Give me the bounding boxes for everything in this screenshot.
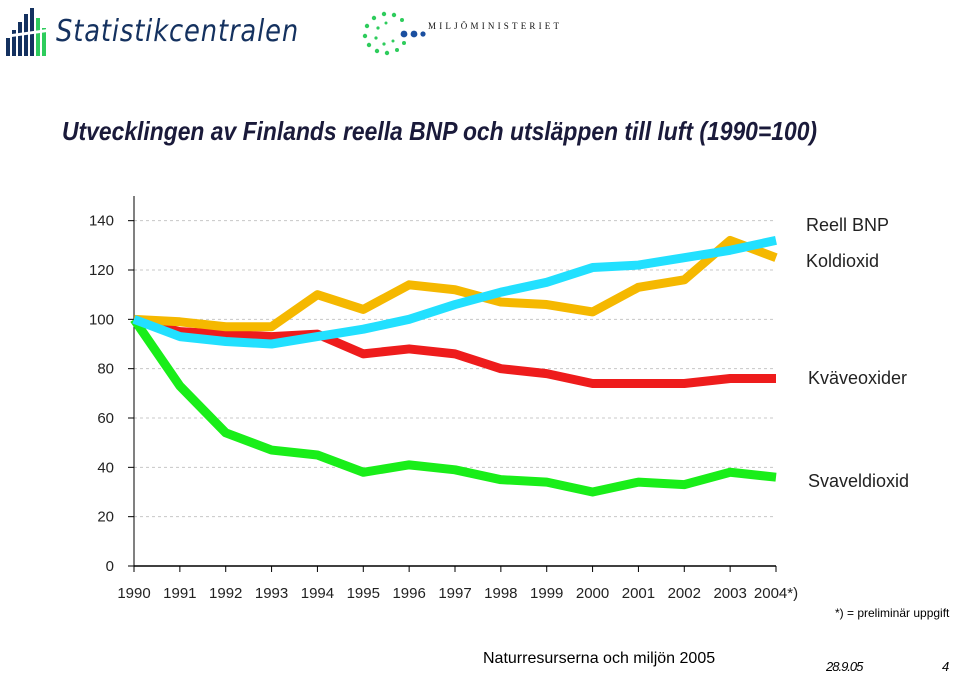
x-tick-label: 2003 xyxy=(713,585,746,602)
footer-page-number: 4 xyxy=(942,659,950,674)
y-tick-label: 100 xyxy=(89,311,114,328)
x-tick-label: 2004*) xyxy=(754,585,798,602)
x-tick-label: 1996 xyxy=(392,585,425,602)
bar-logo-icon xyxy=(4,8,49,56)
x-tick-label: 1993 xyxy=(255,585,288,602)
x-tick-label: 2001 xyxy=(622,585,655,602)
chart-axes xyxy=(128,196,777,572)
y-tick-label: 60 xyxy=(97,410,114,427)
chart-gridlines xyxy=(134,220,776,518)
series-line-svaveldioxid xyxy=(130,316,777,497)
miljoministeriet-logo: MILJÖMINISTERIET xyxy=(356,8,586,58)
chart-series xyxy=(130,235,778,497)
x-tick-label: 1998 xyxy=(484,585,517,602)
series-line-kväveoxider xyxy=(132,314,776,388)
statistikcentralen-logo: Statistikcentralen xyxy=(4,8,304,58)
y-tick-label: 0 xyxy=(106,558,114,575)
x-tick-label: 1995 xyxy=(347,585,380,602)
series-line-reell-bnp xyxy=(133,235,778,332)
x-tick-label: 2002 xyxy=(668,585,701,602)
x-tick-label: 1999 xyxy=(530,585,563,602)
y-tick-label: 80 xyxy=(97,361,114,378)
legend-label-reell-bnp: Reell BNP xyxy=(806,215,889,235)
series-line-koldioxid xyxy=(132,236,777,349)
miljoministeriet-logo-text: MILJÖMINISTERIET xyxy=(428,21,563,31)
chart-title: Utvecklingen av Finlands reella BNP och … xyxy=(62,116,818,146)
x-tick-label: 1994 xyxy=(301,585,334,602)
x-tick-label: 2000 xyxy=(576,585,609,602)
x-tick-label: 1997 xyxy=(438,585,471,602)
chart-legend: Reell BNP Koldioxid Kväveoxider Svaveldioxi… xyxy=(806,215,909,491)
footer-date: 28.9.05 xyxy=(826,659,863,674)
footer-source: Naturresurserna och miljön 2005 xyxy=(483,650,716,667)
statistikcentralen-logo-text: Statistikcentralen xyxy=(56,14,300,49)
y-tick-label: 140 xyxy=(89,213,114,230)
y-tick-label: 20 xyxy=(97,509,114,526)
legend-label-koldioxid: Koldioxid xyxy=(806,251,879,271)
legend-label-svaveldioxid: Svaveldioxid xyxy=(808,471,909,491)
y-tick-label: 40 xyxy=(97,459,114,476)
dotted-circle-logo-icon xyxy=(362,11,426,56)
x-tick-label: 1990 xyxy=(117,585,150,602)
x-tick-label: 1991 xyxy=(163,585,196,602)
x-axis-tick-labels: 1990 1991 1992 1993 1994 1995 1996 1997 1998 1999… xyxy=(117,585,798,602)
y-axis-tick-labels: 0 20 40 60 80 100 120 140 xyxy=(89,213,114,575)
preliminary-footnote: *) = preliminär uppgift xyxy=(835,606,950,620)
legend-label-kväveoxider: Kväveoxider xyxy=(808,368,907,388)
y-tick-label: 120 xyxy=(89,262,114,279)
x-tick-label: 1992 xyxy=(209,585,242,602)
